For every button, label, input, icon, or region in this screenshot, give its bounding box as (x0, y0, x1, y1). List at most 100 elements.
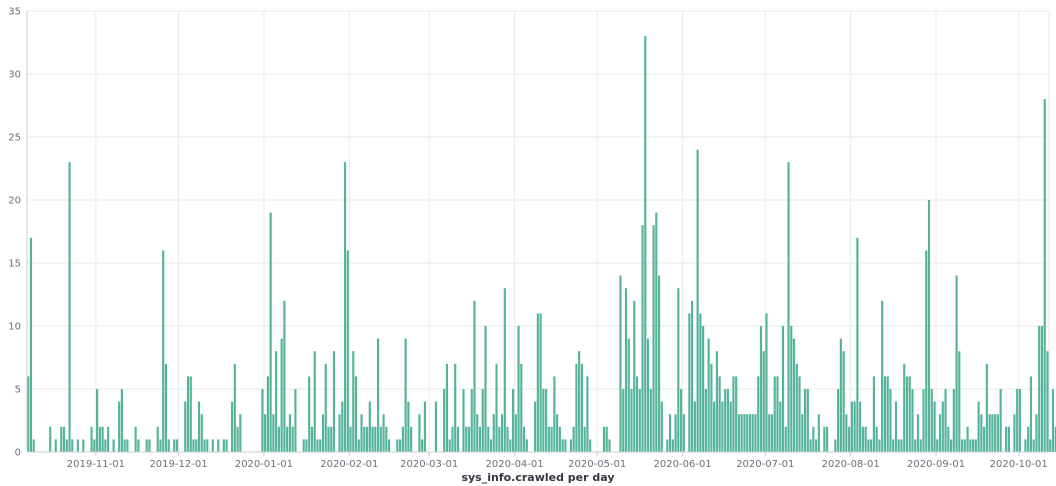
bar[interactable] (671, 439, 674, 452)
bar[interactable] (374, 426, 377, 452)
bar[interactable] (332, 351, 336, 452)
bar[interactable] (762, 351, 765, 452)
bar[interactable] (787, 162, 790, 452)
bar[interactable] (770, 414, 774, 452)
bar[interactable] (972, 439, 975, 452)
bar[interactable] (476, 414, 479, 452)
bar[interactable] (547, 426, 550, 452)
bar[interactable] (933, 401, 936, 452)
bar[interactable] (578, 351, 581, 452)
bar[interactable] (354, 376, 358, 452)
bar[interactable] (991, 414, 994, 452)
bar[interactable] (60, 426, 63, 452)
bar[interactable] (817, 414, 820, 452)
bar[interactable] (605, 426, 608, 452)
bar[interactable] (589, 439, 592, 452)
bar[interactable] (713, 401, 716, 452)
bar[interactable] (633, 300, 636, 452)
bar[interactable] (826, 426, 829, 452)
bar[interactable] (231, 401, 234, 452)
bar[interactable] (809, 439, 812, 452)
bar[interactable] (988, 414, 991, 452)
bar[interactable] (848, 426, 851, 452)
bar[interactable] (748, 414, 752, 452)
bar[interactable] (619, 275, 622, 452)
bar[interactable] (996, 414, 999, 452)
bar[interactable] (308, 376, 311, 452)
bar[interactable] (503, 288, 506, 452)
bar[interactable] (239, 414, 242, 452)
bar[interactable] (382, 414, 385, 452)
bar[interactable] (478, 426, 482, 452)
bar[interactable] (173, 439, 176, 452)
bar[interactable] (313, 351, 316, 452)
bar[interactable] (740, 414, 743, 452)
bar[interactable] (536, 313, 539, 452)
bar[interactable] (743, 414, 746, 452)
bar[interactable] (104, 439, 107, 452)
bar[interactable] (509, 439, 512, 452)
bar[interactable] (872, 376, 875, 452)
bar[interactable] (737, 414, 741, 452)
bar[interactable] (680, 389, 683, 452)
bar[interactable] (542, 389, 545, 452)
bar[interactable] (930, 389, 933, 452)
bar[interactable] (377, 338, 380, 452)
bar[interactable] (724, 389, 727, 452)
bar[interactable] (732, 376, 735, 452)
bar[interactable] (49, 426, 52, 452)
bar[interactable] (875, 426, 878, 452)
bar[interactable] (107, 426, 110, 452)
bar[interactable] (652, 225, 655, 452)
bar[interactable] (189, 376, 192, 452)
bar[interactable] (534, 401, 537, 452)
bar[interactable] (349, 426, 352, 452)
bar[interactable] (305, 439, 308, 452)
bar[interactable] (919, 439, 922, 452)
bar[interactable] (1040, 326, 1044, 452)
bar[interactable] (1046, 351, 1049, 452)
bar[interactable] (969, 439, 972, 452)
bar[interactable] (68, 162, 71, 452)
bar[interactable] (768, 414, 771, 452)
bar[interactable] (892, 439, 895, 452)
bar[interactable] (994, 414, 997, 452)
bar[interactable] (473, 300, 476, 452)
bar[interactable] (914, 439, 917, 452)
bar[interactable] (200, 414, 203, 452)
bar[interactable] (186, 376, 190, 452)
bar[interactable] (883, 376, 887, 452)
bar[interactable] (781, 326, 785, 452)
bar[interactable] (302, 439, 305, 452)
bar[interactable] (624, 288, 628, 452)
bar[interactable] (905, 376, 909, 452)
bar[interactable] (134, 426, 137, 452)
bar[interactable] (666, 439, 669, 452)
bar[interactable] (96, 389, 99, 452)
bar[interactable] (572, 426, 575, 452)
bar[interactable] (864, 426, 867, 452)
bar[interactable] (462, 389, 465, 452)
bar-series[interactable] (27, 36, 1056, 452)
bar[interactable] (580, 363, 583, 452)
bar[interactable] (517, 326, 520, 452)
bar[interactable] (630, 389, 633, 452)
bar[interactable] (217, 439, 220, 452)
bar[interactable] (1018, 389, 1021, 452)
bar[interactable] (192, 439, 195, 452)
bar[interactable] (649, 389, 652, 452)
bar[interactable] (823, 426, 826, 452)
bar[interactable] (655, 212, 658, 452)
bar[interactable] (1043, 99, 1046, 452)
bar[interactable] (445, 363, 449, 452)
bar[interactable] (850, 401, 853, 452)
bar[interactable] (506, 426, 509, 452)
bar[interactable] (958, 351, 961, 452)
bar[interactable] (903, 363, 906, 452)
bar[interactable] (638, 389, 641, 452)
bar[interactable] (82, 439, 85, 452)
bar[interactable] (525, 439, 528, 452)
bar[interactable] (327, 426, 330, 452)
bar[interactable] (272, 414, 275, 452)
bar[interactable] (867, 439, 870, 452)
